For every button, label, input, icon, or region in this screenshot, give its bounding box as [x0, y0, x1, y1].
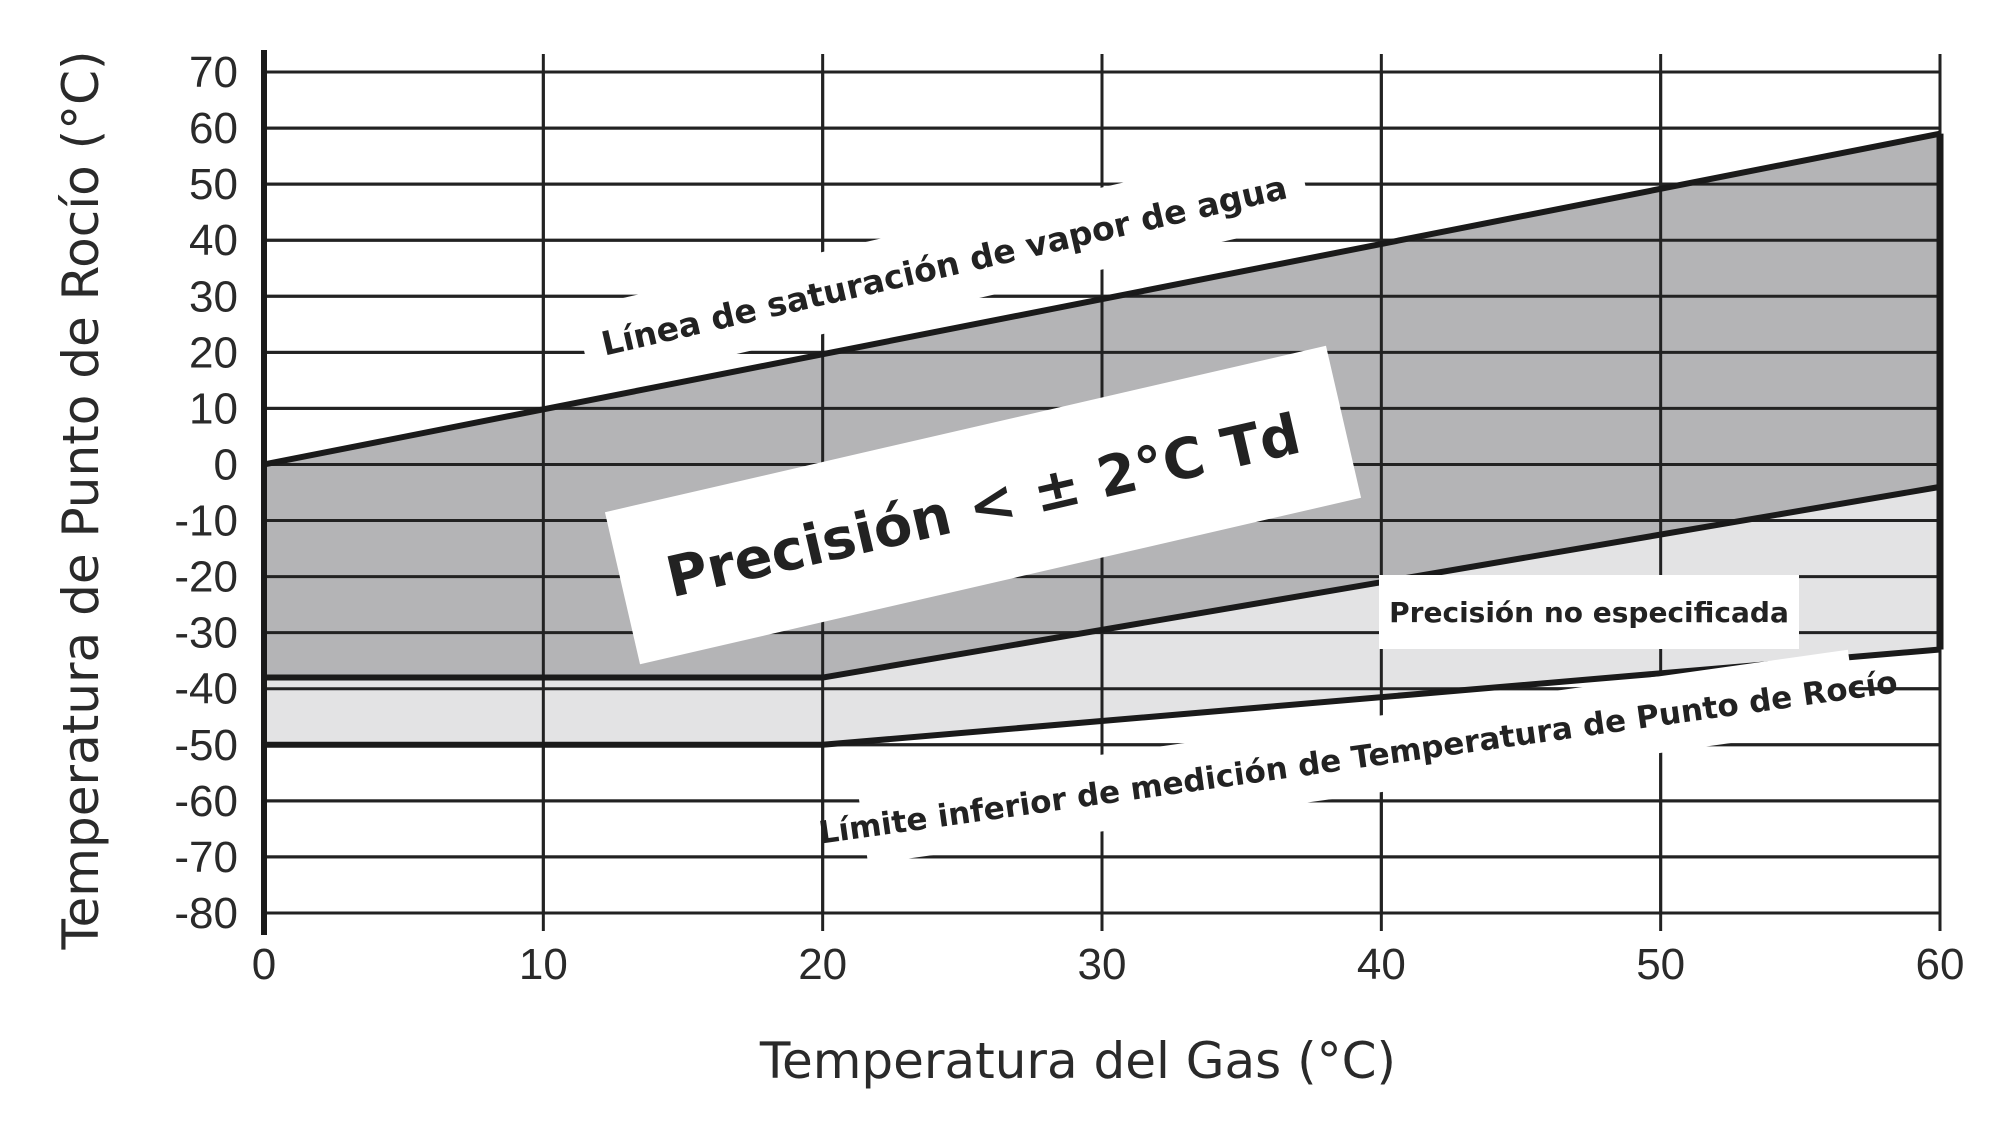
y-tick-label: 70: [189, 48, 238, 97]
y-tick-label: -70: [174, 833, 238, 882]
annotation-saturation-box: [574, 142, 1314, 388]
y-tick-label: -50: [174, 721, 238, 770]
y-tick-label: -40: [174, 665, 238, 714]
x-tick-label: 20: [798, 940, 847, 989]
annotation-unspecified-box: [1379, 575, 1799, 649]
y-tick-label: -80: [174, 889, 238, 938]
annotation-unspecified-text: Precisión no especificada: [1389, 596, 1789, 629]
y-tick-label: 0: [214, 440, 238, 489]
x-tick-labels: 0 10 20 30 40 50 60: [252, 940, 1965, 989]
y-tick-label: 20: [189, 328, 238, 377]
y-tick-label: 60: [189, 104, 238, 153]
y-tick-label: -60: [174, 777, 238, 826]
series-line-1: [264, 483, 1941, 681]
x-tick-label: 50: [1636, 940, 1685, 989]
annotation-lower-limit-box: [857, 649, 1859, 865]
series-line-0: [263, 130, 1941, 468]
x-tick-label: 30: [1078, 940, 1127, 989]
y-tick-label: -10: [174, 497, 238, 546]
x-tick-label: 60: [1916, 940, 1965, 989]
x-tick-label: 40: [1357, 940, 1406, 989]
annotation-unspecified: Precisión no especificada: [1379, 575, 1799, 649]
y-tick-labels: 70 60 50 40 30 20 10 0 -10 -20 -30 -40 -50 -60 -70 -80: [174, 48, 238, 938]
y-tick-label: -30: [174, 609, 238, 658]
series-line-2: [264, 646, 1941, 748]
series-lines: [261, 50, 1944, 935]
y-tick-label: 10: [189, 384, 238, 433]
y-tick-label: 30: [189, 272, 238, 321]
y-tick-label: -20: [174, 553, 238, 602]
annotation-accuracy-box: [604, 345, 1362, 665]
x-axis-title: Temperatura del Gas (°C): [759, 1032, 1396, 1090]
y-tick-label: 40: [189, 216, 238, 265]
x-tick-label: 0: [252, 940, 276, 989]
y-axis-title: Temperatura de Punto de Rocío (°C): [52, 51, 110, 951]
y-tick-label: 50: [189, 160, 238, 209]
x-tick-label: 10: [519, 940, 568, 989]
